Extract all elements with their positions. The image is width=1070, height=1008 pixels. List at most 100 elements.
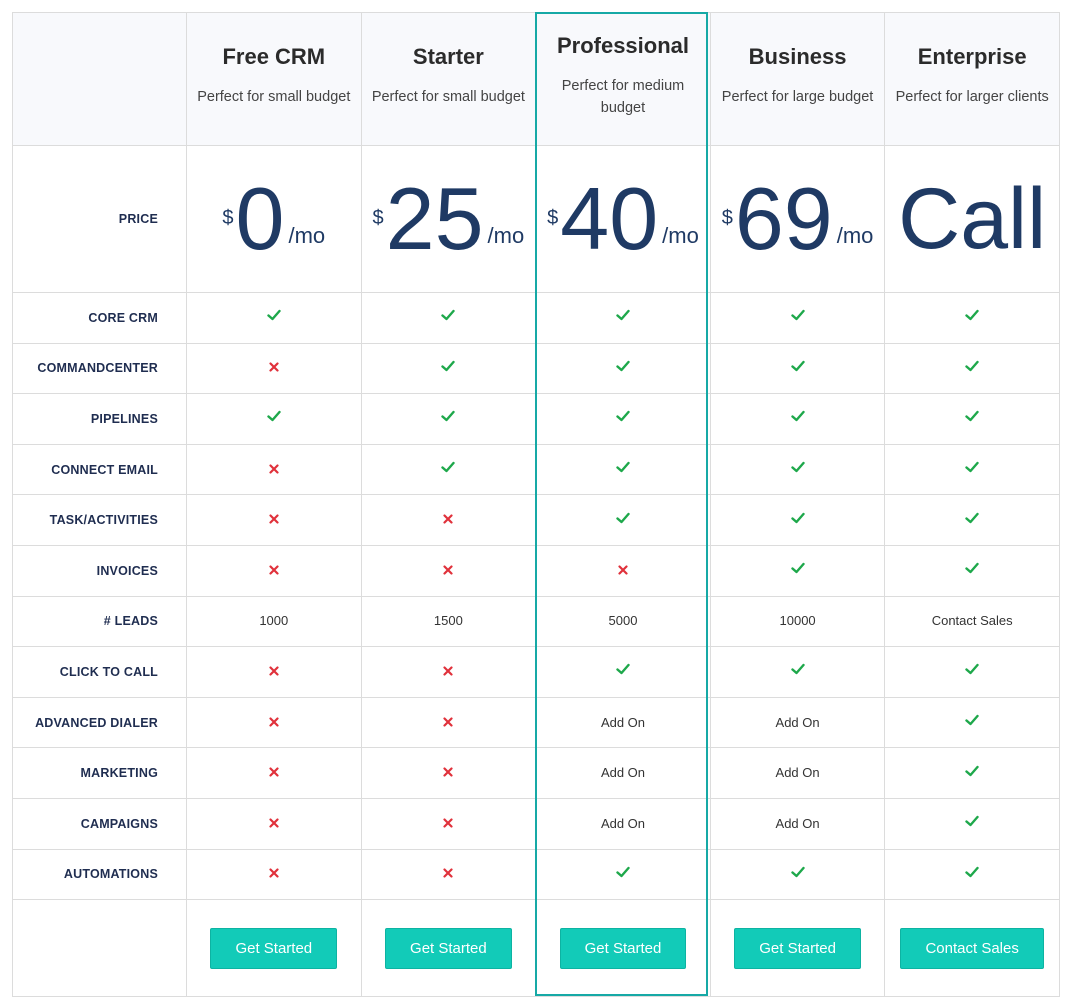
- feature-cell: [360, 292, 537, 344]
- cross-icon: [269, 815, 279, 832]
- get-started-button[interactable]: Get Started: [734, 927, 861, 969]
- check-icon: [965, 512, 979, 529]
- action-cell: Get Started: [186, 899, 362, 998]
- feature-cell: Add On: [535, 797, 711, 850]
- cross-icon: [269, 461, 279, 478]
- feature-cell: [884, 696, 1060, 749]
- feature-cell: Add On: [709, 696, 886, 749]
- get-started-button[interactable]: Get Started: [559, 927, 687, 969]
- price-call: Call: [898, 171, 1047, 267]
- check-icon: [790, 663, 805, 680]
- check-icon: [790, 410, 805, 427]
- feature-value: 1500: [433, 613, 463, 629]
- plan-header-business: Business Perfect for large budget: [709, 12, 886, 146]
- price: $ 0 /mo: [222, 171, 325, 267]
- check-icon: [267, 309, 281, 326]
- feature-row: CAMPAIGNS Add On Add On: [12, 797, 1060, 850]
- feature-value: Add On: [600, 815, 646, 831]
- price-cell: $ 0 /mo: [186, 145, 362, 293]
- feature-cell: [535, 646, 711, 698]
- feature-label: CLICK TO CALL: [12, 646, 187, 698]
- feature-cell: [535, 292, 711, 344]
- feature-cell: [360, 544, 537, 597]
- feature-cell: [535, 848, 711, 901]
- feature-cell: [884, 292, 1060, 344]
- feature-cell: Contact Sales: [884, 595, 1060, 648]
- action-cell: Get Started: [709, 899, 886, 998]
- plan-header-professional: Professional Perfect for medium budget: [535, 12, 711, 146]
- check-icon: [616, 309, 630, 326]
- price-amount: 40: [560, 169, 659, 268]
- feature-cell: [186, 393, 362, 445]
- feature-cell: Add On: [709, 797, 886, 850]
- price-cell: $ 40 /mo: [535, 145, 711, 293]
- check-icon: [267, 410, 281, 427]
- feature-cell: [884, 342, 1060, 395]
- price-cell: Call: [884, 145, 1060, 293]
- feature-row: ADVANCED DIALER Add On Add On: [12, 696, 1060, 749]
- check-icon: [790, 360, 805, 377]
- plan-name: Enterprise: [917, 44, 1027, 69]
- feature-cell: Add On: [535, 696, 711, 749]
- price-row: PRICE $ 0 /mo $ 25 /mo $ 40 /m: [12, 145, 1060, 293]
- plan-name: Free CRM: [222, 44, 326, 69]
- feature-label: AUTOMATIONS: [12, 848, 187, 901]
- check-icon: [965, 714, 979, 731]
- feature-cell: [186, 646, 362, 698]
- check-icon: [965, 360, 979, 377]
- feature-row: CONNECT EMAIL: [12, 443, 1060, 496]
- feature-label: CAMPAIGNS: [12, 797, 187, 850]
- currency-symbol: $: [721, 207, 733, 229]
- cross-icon: [443, 562, 453, 579]
- feature-cell: [186, 443, 362, 496]
- cross-icon: [443, 865, 453, 882]
- feature-cell: [884, 544, 1060, 597]
- get-started-button[interactable]: Get Started: [210, 927, 338, 969]
- plan-description: Perfect for small budget: [371, 89, 525, 105]
- feature-row: CORE CRM: [12, 292, 1060, 344]
- feature-cell: [709, 342, 886, 395]
- feature-cell: [709, 443, 886, 496]
- feature-cell: [186, 747, 362, 799]
- feature-cell: [360, 443, 537, 496]
- cross-icon: [443, 511, 453, 528]
- cross-icon: [443, 663, 453, 680]
- feature-value: Add On: [600, 714, 646, 730]
- action-cell: Get Started: [535, 899, 711, 998]
- feature-cell: [709, 646, 886, 698]
- feature-cell: [884, 747, 1060, 799]
- check-icon: [441, 360, 456, 377]
- feature-label: CORE CRM: [12, 292, 187, 344]
- feature-label: MARKETING: [12, 747, 187, 799]
- price-period: /mo: [487, 223, 525, 248]
- feature-cell: [360, 797, 537, 850]
- get-started-button[interactable]: Get Started: [385, 927, 512, 969]
- contact-sales-button[interactable]: Contact Sales: [900, 927, 1044, 969]
- check-icon: [790, 309, 805, 326]
- check-icon: [790, 562, 805, 579]
- check-icon: [965, 410, 979, 427]
- check-icon: [616, 866, 630, 883]
- feature-cell: [186, 292, 362, 344]
- check-icon: [790, 512, 805, 529]
- feature-row: MARKETING Add On Add On: [12, 747, 1060, 799]
- price-period: /mo: [288, 223, 326, 248]
- price-label: PRICE: [12, 145, 187, 293]
- plan-header-starter: Starter Perfect for small budget: [360, 12, 537, 146]
- feature-cell: [709, 393, 886, 445]
- check-icon: [965, 663, 979, 680]
- price-amount: 25: [385, 169, 484, 268]
- action-cell: Get Started: [360, 899, 537, 998]
- cross-icon: [269, 359, 279, 376]
- feature-cell: [709, 544, 886, 597]
- feature-label: COMMANDCENTER: [12, 342, 187, 395]
- feature-row: # LEADS 1000 1500 5000 10000 Contact Sales: [12, 595, 1060, 648]
- feature-cell: [535, 494, 711, 546]
- plan-description: Perfect for medium budget: [561, 78, 685, 116]
- feature-cell: 10000: [709, 595, 886, 648]
- feature-cell: [360, 747, 537, 799]
- plan-header-row: Free CRM Perfect for small budget Starte…: [12, 12, 1060, 146]
- feature-cell: [186, 797, 362, 850]
- check-icon: [616, 512, 630, 529]
- price-period: /mo: [662, 223, 699, 248]
